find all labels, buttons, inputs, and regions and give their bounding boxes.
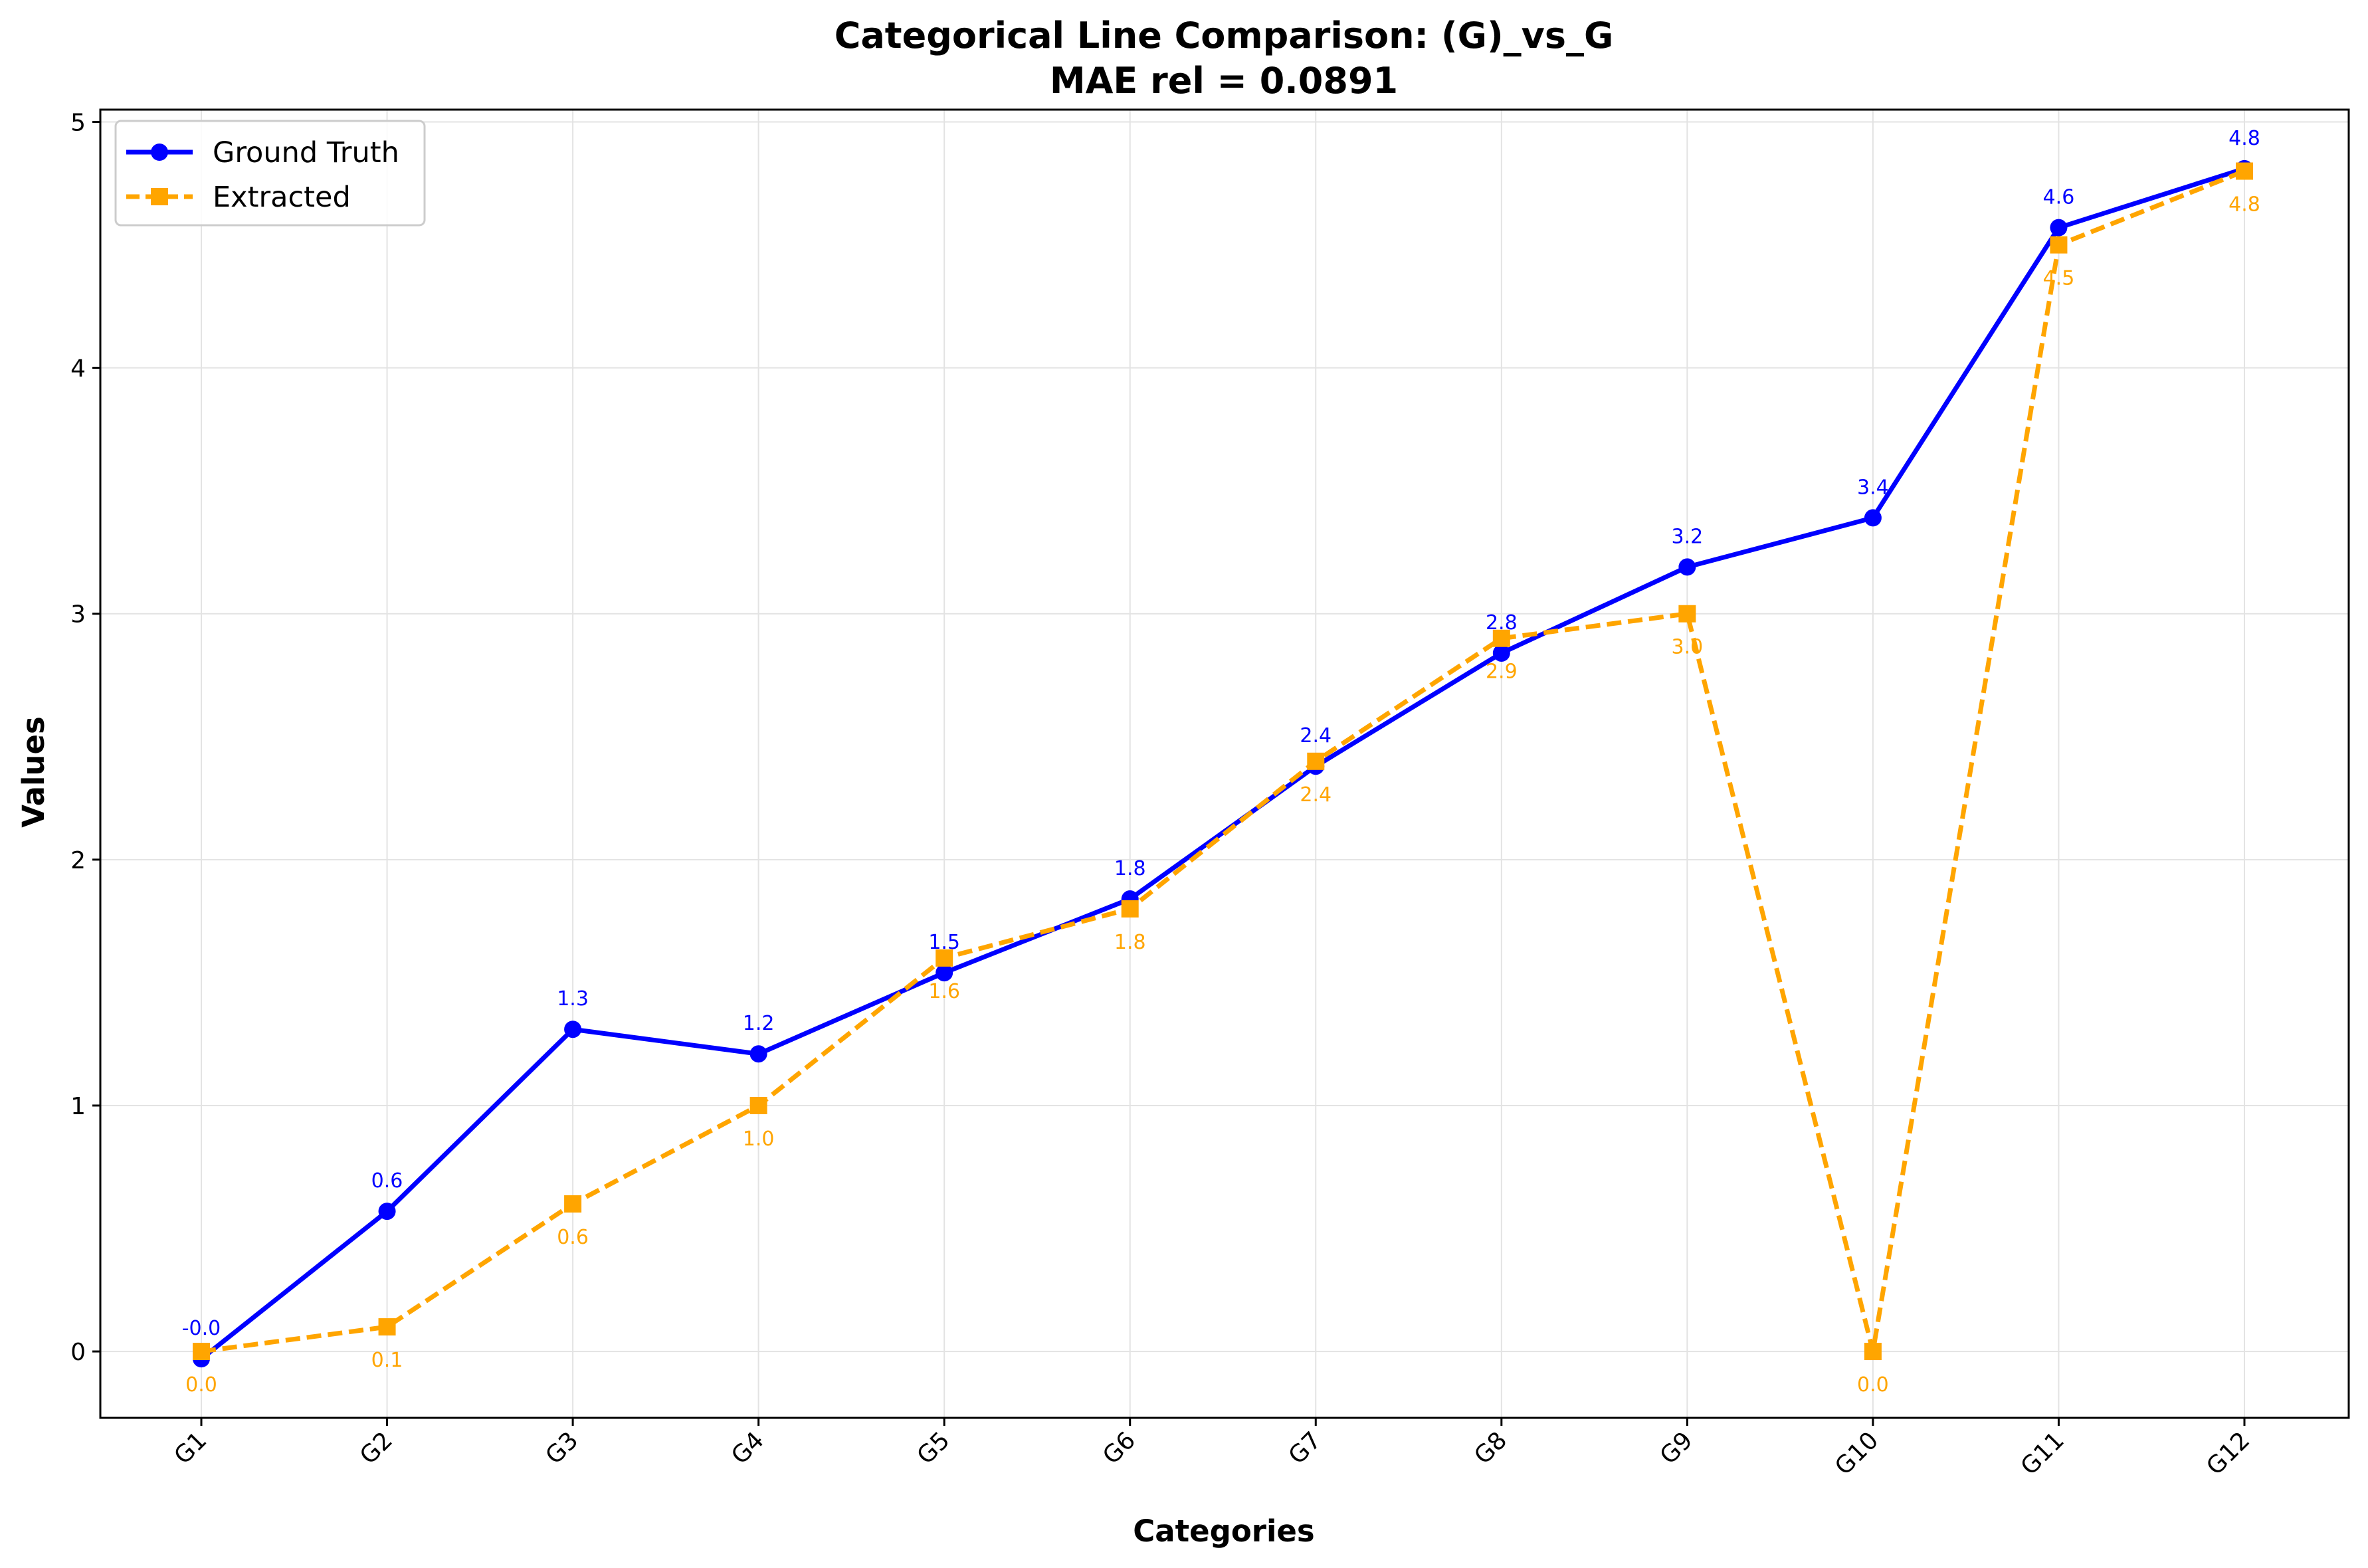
- data-point-circle: [1864, 509, 1882, 527]
- data-label: 0.6: [371, 1169, 403, 1193]
- y-tick-label: 0: [70, 1339, 86, 1366]
- legend-label-extracted: Extracted: [213, 181, 351, 214]
- data-point-square: [193, 1343, 210, 1361]
- data-point-square: [1492, 629, 1510, 647]
- y-axis-ticks: 0 1 2 3 4 5: [70, 110, 100, 1366]
- data-point-square: [1678, 605, 1696, 623]
- data-point-square: [936, 949, 953, 967]
- data-label: 3.4: [1857, 476, 1889, 499]
- data-point-square: [1864, 1343, 1882, 1361]
- x-axis-label: Categories: [1133, 1514, 1314, 1549]
- y-tick-label: 5: [70, 110, 86, 137]
- series-line-1: [201, 169, 2246, 1354]
- legend: Ground Truth Extracted: [114, 120, 426, 227]
- data-label: 3.2: [1672, 525, 1704, 548]
- data-label: 4.8: [2228, 193, 2260, 217]
- data-point-square: [2050, 236, 2068, 254]
- data-label: 1.6: [928, 980, 960, 1003]
- data-point-circle: [749, 1045, 767, 1063]
- data-point-square: [1307, 752, 1325, 770]
- plot-frame: [99, 108, 2350, 1419]
- data-point-square: [2236, 162, 2253, 180]
- chart-title: Categorical Line Comparison: (G)_vs_G: [835, 15, 1614, 56]
- data-label: 2.4: [1300, 724, 1332, 747]
- data-point-square: [749, 1096, 767, 1114]
- data-point-circle: [378, 1203, 396, 1221]
- y-tick-label: 4: [70, 355, 86, 383]
- data-point-circle: [2050, 219, 2068, 237]
- chart-subtitle: MAE rel = 0.0891: [1050, 60, 1398, 102]
- data-label: 0.0: [185, 1373, 217, 1397]
- data-point-circle: [1678, 558, 1696, 576]
- legend-marker-extracted: [151, 188, 168, 205]
- data-label: 2.9: [1486, 660, 1518, 684]
- data-label: 1.2: [743, 1012, 775, 1035]
- data-label: 1.0: [743, 1127, 775, 1151]
- data-point-circle: [564, 1021, 582, 1038]
- data-label: 2.4: [1300, 783, 1332, 807]
- legend-label-ground-truth: Ground Truth: [213, 136, 399, 169]
- y-tick-label: 3: [70, 601, 86, 629]
- data-point-circle: [1492, 644, 1510, 662]
- data-labels: -0.0 0.6 1.3 1.2 1.5 1.8 2.4 2.8 3.2 3.4 4.6 4.8 0.0…: [182, 127, 2260, 1397]
- data-label: 0.6: [557, 1226, 589, 1249]
- grid: [100, 110, 2349, 1418]
- data-label: 0.0: [1857, 1373, 1889, 1397]
- data-point-circle: [936, 964, 953, 982]
- legend-marker-ground-truth: [151, 144, 168, 161]
- legend-box: [114, 120, 426, 227]
- data-label: 2.8: [1486, 611, 1518, 635]
- data-point-square: [564, 1195, 582, 1213]
- y-axis-label: Values: [16, 716, 51, 828]
- data-label: 4.8: [2228, 127, 2260, 150]
- y-tick-label: 2: [70, 847, 86, 874]
- data-label: -0.0: [182, 1317, 221, 1340]
- data-point-square: [1121, 900, 1139, 918]
- data-label: 4.5: [2043, 267, 2075, 290]
- data-label: 3.0: [1672, 636, 1704, 659]
- plot-series: [193, 159, 2253, 1368]
- y-tick-label: 1: [70, 1093, 86, 1120]
- data-label: 4.6: [2043, 186, 2075, 209]
- data-label: 1.8: [1114, 931, 1146, 954]
- data-label: 1.5: [928, 931, 960, 954]
- data-point-square: [378, 1318, 396, 1336]
- data-label: 0.1: [371, 1349, 403, 1372]
- data-label: 1.3: [557, 987, 589, 1011]
- data-label: 1.8: [1114, 857, 1146, 880]
